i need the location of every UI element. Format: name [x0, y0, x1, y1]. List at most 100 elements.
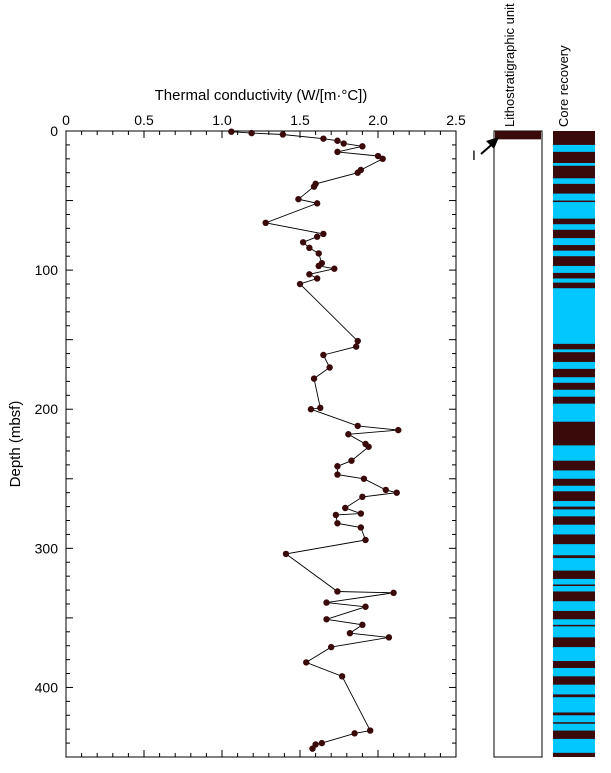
core-recovery-column: Core recovery	[553, 45, 595, 757]
recovered-interval	[553, 694, 595, 698]
recovered-interval	[553, 506, 595, 510]
x-ticks: 0 0.5 1.0 1.5 2.0 2.5	[62, 112, 466, 757]
recovered-interval	[553, 229, 595, 239]
data-point	[306, 271, 313, 278]
data-point	[360, 475, 368, 482]
data-point	[395, 426, 402, 434]
data-point	[323, 616, 330, 623]
recovered-interval	[553, 272, 595, 279]
data-point	[248, 129, 255, 137]
data-point	[318, 739, 326, 747]
y-tick-label: 100	[35, 262, 59, 278]
core-recovery-bars	[553, 131, 595, 757]
unit-band	[495, 131, 541, 140]
data-point	[354, 422, 361, 430]
x-tick-label: 0.5	[134, 112, 154, 128]
data-point	[362, 603, 369, 610]
recovered-interval	[553, 183, 595, 194]
data-point	[354, 337, 361, 345]
x-tick-label: 1.0	[212, 112, 232, 128]
recovered-interval	[553, 282, 595, 289]
data-point	[359, 621, 366, 629]
recovered-interval	[553, 343, 595, 350]
unit-pointer-arrow	[480, 137, 499, 155]
plot-frame	[65, 130, 457, 758]
y-ticks: 0 100 200 300 400	[35, 123, 456, 758]
data-point	[282, 550, 290, 558]
data-point	[352, 343, 360, 350]
data-point	[315, 262, 322, 270]
data-point	[262, 219, 269, 227]
recovered-interval	[553, 218, 595, 225]
recovered-interval	[553, 368, 595, 378]
data-point	[390, 589, 397, 597]
recovered-interval	[553, 712, 595, 716]
x-axis-title: Thermal conductivity (W/[m·°C])	[155, 87, 368, 104]
recovered-interval	[553, 491, 595, 502]
data-point	[334, 471, 341, 478]
data-point	[323, 599, 330, 606]
data-point	[340, 140, 347, 147]
data-point	[315, 250, 322, 257]
data-point	[295, 195, 302, 203]
y-tick-label: 400	[35, 679, 59, 695]
recovered-interval	[553, 730, 595, 739]
x-tick-label: 2.0	[368, 112, 388, 128]
data-point	[351, 730, 358, 737]
recovered-interval	[553, 382, 595, 390]
data-point	[310, 183, 318, 190]
data-point	[338, 673, 346, 680]
data-point	[320, 230, 327, 238]
recovered-interval	[553, 478, 595, 486]
data-point	[365, 443, 372, 450]
data-point	[296, 280, 304, 288]
data-point	[310, 375, 318, 382]
recovered-interval	[553, 722, 595, 724]
y-tick-label: 300	[35, 540, 59, 556]
data-point	[374, 152, 382, 160]
data-point	[320, 135, 327, 142]
y-tick-label: 0	[50, 123, 58, 139]
data-point	[382, 486, 389, 494]
data-point	[317, 404, 324, 412]
recovered-interval	[553, 421, 595, 446]
data-point	[334, 148, 341, 156]
recovered-interval	[553, 131, 595, 145]
data-point	[313, 200, 321, 207]
data-point	[345, 431, 352, 438]
data-point	[357, 510, 365, 517]
unit-label: I	[472, 147, 476, 163]
x-tick-label: 1.5	[290, 112, 310, 128]
recovered-interval	[553, 676, 595, 685]
data-point	[331, 265, 338, 272]
recovered-interval	[553, 534, 595, 545]
recovered-interval	[553, 200, 595, 203]
recovered-interval	[553, 661, 595, 668]
data-point	[309, 745, 316, 752]
x-tick-label: 2.5	[446, 112, 466, 128]
data-point	[354, 169, 361, 176]
data-point	[362, 536, 369, 544]
data-point	[334, 520, 341, 527]
recovered-interval	[553, 752, 595, 757]
data-point	[320, 351, 327, 359]
data-point	[334, 137, 341, 144]
conductivity-series-line	[231, 131, 399, 749]
recovered-interval	[553, 555, 595, 559]
recovered-interval	[553, 256, 595, 266]
data-point	[367, 727, 374, 734]
recovered-interval	[553, 584, 595, 587]
data-point	[379, 155, 386, 163]
recovered-interval	[553, 396, 595, 404]
data-point	[279, 131, 287, 138]
lithostratigraphic-column-frame	[493, 130, 543, 758]
data-point	[357, 524, 365, 531]
data-point	[348, 457, 355, 464]
data-point	[299, 239, 307, 246]
recovered-interval	[553, 624, 595, 627]
recovered-interval	[553, 165, 595, 179]
recovered-interval	[553, 460, 595, 471]
data-point	[359, 143, 366, 150]
y-tick-label: 200	[35, 401, 59, 417]
